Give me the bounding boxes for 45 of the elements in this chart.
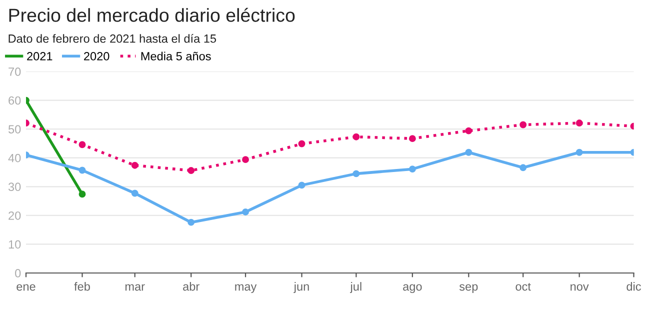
point [298, 182, 306, 189]
point [131, 190, 138, 197]
point [408, 166, 416, 173]
x-tick-label: mar [125, 284, 145, 291]
point [242, 156, 249, 164]
point [352, 133, 360, 140]
chart-subtitle: Dato de febrero de 2021 hasta el día 15 [8, 34, 216, 43]
chart-title: Precio del mercado diario eléctrico [9, 8, 295, 22]
legend-label: 2020 [84, 52, 110, 60]
x-tick-label: jun [294, 282, 309, 294]
x-tick-label: may [235, 284, 257, 294]
y-tick-label: 40 [8, 154, 21, 162]
x-tick-label: abr [183, 282, 200, 291]
point [188, 167, 195, 174]
point [520, 121, 527, 128]
y-tick-label: 30 [8, 182, 21, 192]
x-tick-label: nov [570, 284, 589, 291]
y-tick-label: 70 [8, 68, 21, 76]
x-tick-label: jul [350, 282, 362, 294]
y-tick-label: 50 [8, 125, 21, 134]
point [352, 170, 360, 178]
point [408, 135, 416, 142]
y-tick-label: 0 [15, 269, 21, 278]
point [188, 218, 195, 226]
x-tick-label: dic [626, 282, 641, 291]
x-tick-label: ene [16, 284, 36, 291]
point [465, 127, 472, 134]
legend-label: 2021 [27, 52, 52, 60]
x-tick-label: ago [403, 284, 422, 294]
x-tick-label: sep [459, 284, 478, 294]
y-tick-label: 60 [8, 96, 21, 105]
point [576, 148, 583, 156]
point [298, 140, 306, 148]
point [78, 166, 86, 174]
point [131, 162, 138, 169]
x-tick-label: oct [516, 282, 531, 291]
point [520, 164, 527, 172]
point [465, 148, 472, 156]
point [78, 141, 86, 148]
y-tick-label: 20 [8, 211, 21, 220]
point [242, 208, 249, 216]
y-tick-label: 10 [8, 240, 21, 249]
point [576, 120, 583, 126]
x-tick-label: feb [74, 282, 90, 291]
legend-label: Media 5 años [141, 52, 211, 60]
